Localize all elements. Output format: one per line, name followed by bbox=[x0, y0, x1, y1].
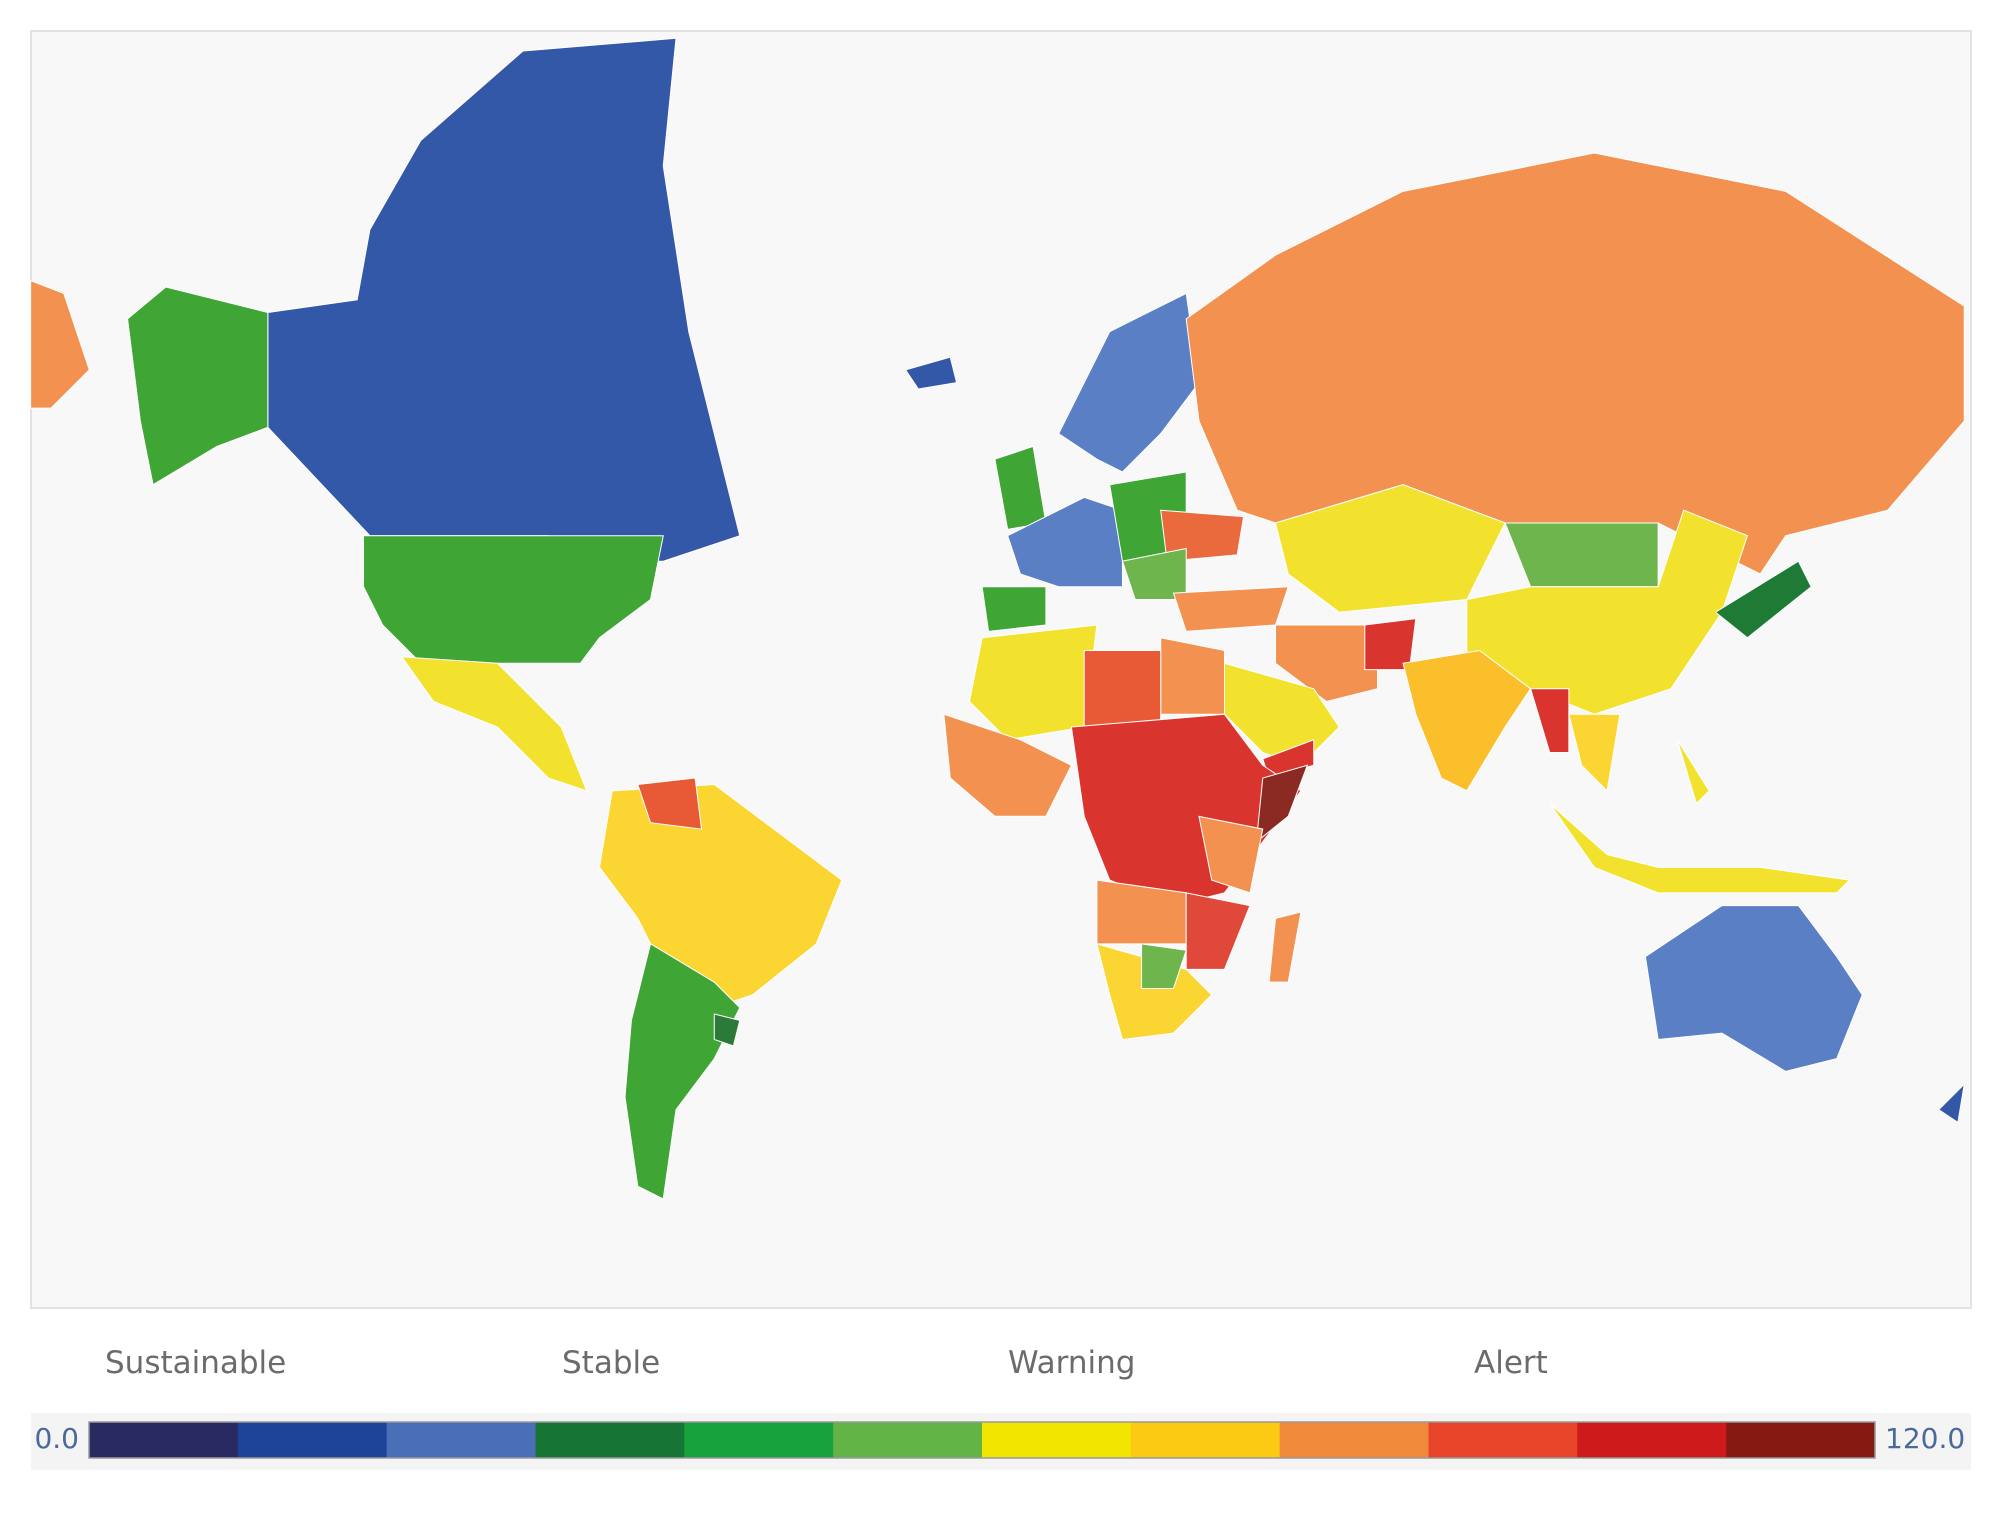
country bbox=[1529, 688, 1570, 754]
country bbox=[400, 656, 588, 792]
country bbox=[1185, 152, 1965, 575]
country bbox=[1402, 649, 1532, 792]
country bbox=[1172, 586, 1289, 632]
country bbox=[1676, 739, 1710, 805]
category-label: Sustainable bbox=[105, 1345, 286, 1381]
country bbox=[1141, 943, 1187, 990]
country bbox=[1714, 560, 1812, 639]
country bbox=[1504, 522, 1659, 588]
country bbox=[1255, 764, 1309, 843]
country bbox=[1185, 892, 1251, 970]
scale-segment bbox=[1577, 1422, 1727, 1458]
scale-segment bbox=[1726, 1422, 1876, 1458]
country bbox=[1083, 649, 1162, 728]
country bbox=[713, 1013, 741, 1047]
scale-segment bbox=[684, 1422, 834, 1458]
legend: 0.0 120.0 Sustainable Stable Warning Alert bbox=[34, 1345, 1965, 1459]
scale-segment bbox=[237, 1422, 388, 1458]
country bbox=[637, 777, 703, 830]
scale-segment bbox=[1279, 1422, 1429, 1458]
category-label: Alert bbox=[1474, 1345, 1548, 1381]
scale-segment bbox=[535, 1422, 685, 1458]
country bbox=[968, 624, 1098, 741]
country bbox=[363, 535, 664, 664]
category-label: Warning bbox=[1008, 1345, 1135, 1381]
scale-segment bbox=[386, 1422, 536, 1458]
scale-segment bbox=[89, 1422, 239, 1458]
country bbox=[981, 586, 1047, 632]
country bbox=[1274, 624, 1379, 703]
scale-segment bbox=[833, 1422, 983, 1458]
scale-border bbox=[88, 1421, 1876, 1459]
country bbox=[1644, 905, 1863, 1072]
country bbox=[1198, 815, 1264, 894]
country bbox=[1096, 943, 1213, 1041]
world-map bbox=[30, 37, 1966, 1200]
country bbox=[1160, 509, 1245, 562]
scale-max-label: 120.0 bbox=[1885, 1422, 1965, 1455]
scale-segment bbox=[982, 1422, 1132, 1458]
country bbox=[943, 713, 1073, 817]
scale-segment bbox=[1428, 1422, 1578, 1458]
country bbox=[1549, 803, 1851, 894]
country bbox=[127, 286, 269, 486]
country bbox=[624, 943, 741, 1200]
country bbox=[1937, 1082, 1966, 1124]
country bbox=[30, 279, 90, 409]
scale-segment bbox=[1130, 1422, 1281, 1458]
country bbox=[1268, 911, 1302, 983]
country bbox=[1058, 292, 1200, 473]
scale-min-label: 0.0 bbox=[34, 1422, 79, 1455]
country bbox=[1568, 713, 1621, 792]
country bbox=[904, 356, 958, 390]
country bbox=[1007, 496, 1123, 588]
country bbox=[1160, 637, 1225, 715]
category-label: Stable bbox=[562, 1345, 660, 1381]
